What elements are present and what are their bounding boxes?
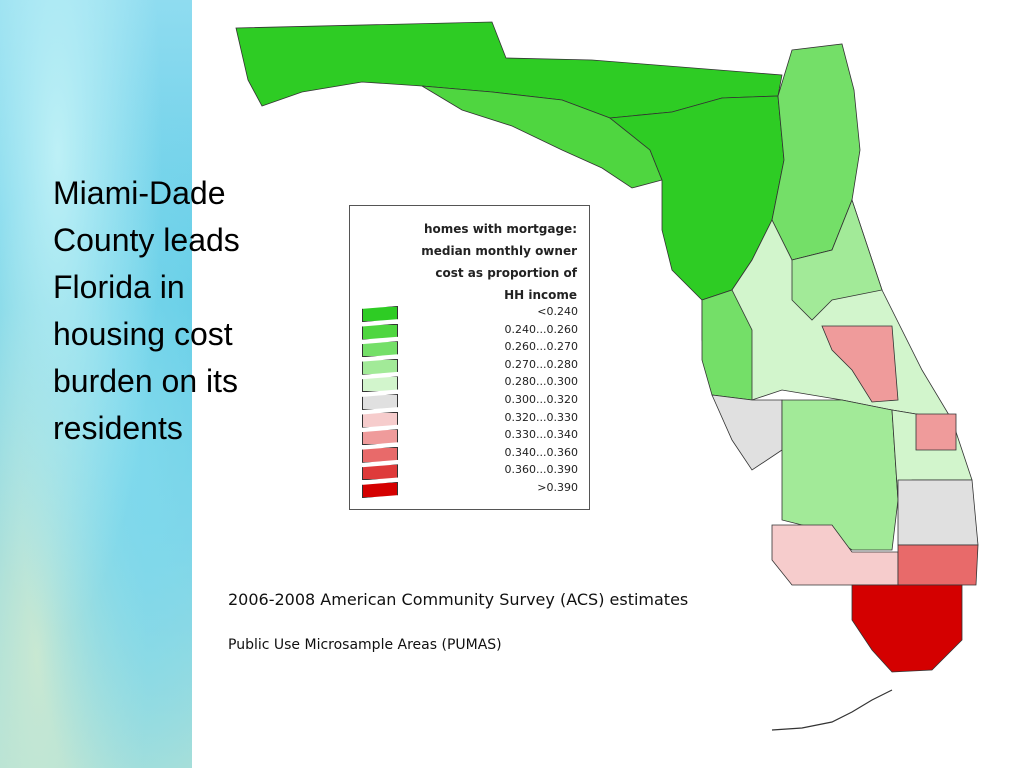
decorative-sidebar <box>0 0 192 768</box>
legend-swatch <box>362 411 398 428</box>
legend-label: 0.330...0.340 <box>504 428 578 442</box>
legend-label: 0.300...0.320 <box>504 393 578 406</box>
legend-item: <0.240 <box>362 304 578 322</box>
region-south-central <box>781 399 899 551</box>
region-broward <box>897 544 979 586</box>
region-orlando-area <box>791 198 883 321</box>
legend-item: 0.340...0.360 <box>362 445 578 463</box>
headline-line: residents <box>53 410 183 446</box>
legend-item: 0.240...0.260 <box>362 322 578 340</box>
legend-swatch <box>362 341 398 358</box>
headline-line: Miami-Dade <box>53 175 226 211</box>
legend-item: 0.280...0.300 <box>362 374 578 393</box>
legend-swatch <box>362 482 398 498</box>
legend-title-line: median monthly owner <box>421 244 577 258</box>
legend-swatch <box>362 429 398 446</box>
legend-title-line: cost as proportion of <box>435 266 577 280</box>
map-legend: homes with mortgage: median monthly owne… <box>349 205 590 510</box>
headline-line: County leads <box>53 222 240 258</box>
legend-item: 0.330...0.340 <box>362 427 578 446</box>
headline-line: housing cost <box>53 316 233 352</box>
legend-swatch <box>362 464 398 481</box>
region-palm-beach <box>897 479 979 546</box>
region-florida-keys <box>771 689 893 731</box>
slide-headline: Miami-Dade County leads Florida in housi… <box>53 170 293 452</box>
legend-title-line: homes with mortgage: <box>423 222 577 236</box>
legend-swatch <box>362 323 398 340</box>
caption-main: 2006-2008 American Community Survey (ACS… <box>228 590 689 609</box>
legend-item: >0.390 <box>362 480 578 498</box>
legend-label: 0.340...0.360 <box>504 445 578 459</box>
legend-label: >0.390 <box>537 481 578 494</box>
legend-label: 0.360...0.390 <box>504 463 578 477</box>
region-west-coast-grey <box>711 394 783 471</box>
legend-label: 0.280...0.300 <box>504 375 578 389</box>
legend-title-line: HH income <box>504 288 577 302</box>
legend-label: 0.270...0.280 <box>504 357 578 371</box>
region-panhandle-east <box>421 85 663 189</box>
legend-swatch <box>362 306 398 322</box>
legend-label: 0.240...0.260 <box>504 322 578 336</box>
legend-swatch <box>362 446 398 463</box>
headline-line: burden on its <box>53 363 239 399</box>
legend-item: 0.320...0.330 <box>362 410 578 428</box>
headline-line: Florida in <box>53 269 185 305</box>
legend-label: 0.260...0.270 <box>504 340 578 354</box>
legend-item: 0.300...0.320 <box>362 392 578 410</box>
legend-item: 0.270...0.280 <box>362 357 578 375</box>
legend-item: 0.360...0.390 <box>362 462 578 481</box>
region-miami-dade <box>851 584 963 673</box>
legend-swatch <box>362 376 398 393</box>
legend-title: homes with mortgage: median monthly owne… <box>347 218 577 306</box>
caption-sub: Public Use Microsample Areas (PUMAS) <box>228 637 502 653</box>
legend-label: 0.320...0.330 <box>504 410 578 424</box>
legend-label: <0.240 <box>537 305 578 318</box>
legend-item: 0.260...0.270 <box>362 339 578 358</box>
legend-swatch <box>362 394 398 410</box>
region-east-red <box>915 413 957 451</box>
florida-puma-map <box>235 21 979 731</box>
region-central-red <box>821 325 899 403</box>
legend-swatch <box>362 358 398 375</box>
